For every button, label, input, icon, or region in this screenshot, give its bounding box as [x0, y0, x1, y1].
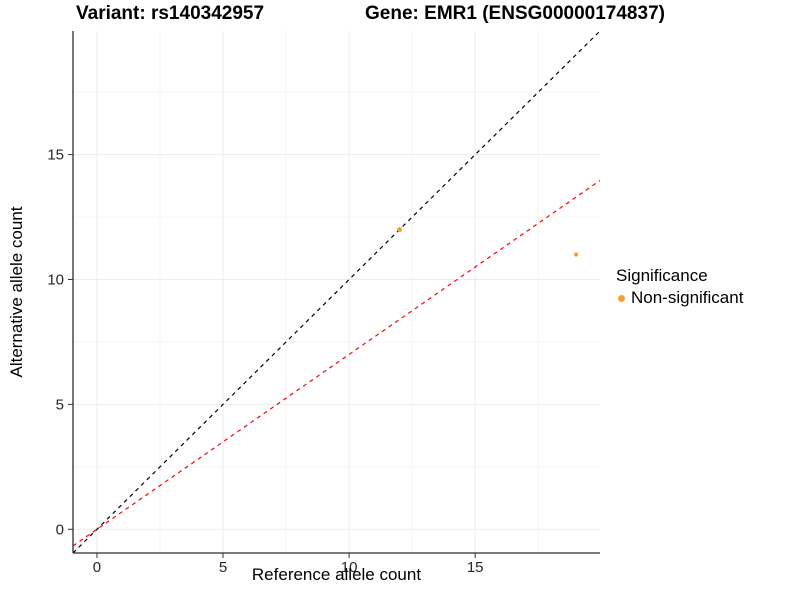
- x-axis-label: Reference allele count: [251, 565, 422, 584]
- reference-lines: [73, 31, 600, 553]
- variant-title: Variant: rs140342957: [76, 3, 265, 24]
- x-tick-label: 0: [93, 559, 101, 576]
- axis-tick-labels: 0 5 10 15 0 5 10 15: [47, 147, 483, 576]
- gridlines-major: [73, 31, 600, 553]
- y-tick-label: 0: [56, 521, 64, 538]
- axis-lines: [72, 31, 600, 554]
- legend: Significance Non-significant: [616, 266, 743, 308]
- data-points: [396, 226, 579, 257]
- data-point: [573, 252, 579, 257]
- y-tick-label: 15: [47, 147, 64, 164]
- legend-item-nonsignificant: Non-significant: [616, 288, 743, 308]
- data-point: [396, 226, 403, 233]
- y-tick-label: 10: [47, 272, 64, 289]
- legend-point-icon: [618, 294, 625, 302]
- x-tick-label: 10: [341, 559, 358, 576]
- identity-line: [73, 31, 600, 553]
- x-tick-label: 5: [219, 559, 227, 576]
- expected-ratio-line: [73, 179, 600, 547]
- legend-item-label: Non-significant: [631, 288, 744, 307]
- legend-title: Significance: [616, 266, 708, 285]
- y-axis-label: Alternative allele count: [7, 206, 26, 378]
- axis-ticks: [68, 154, 476, 558]
- gene-title: Gene: EMR1 (ENSG00000174837): [365, 3, 665, 24]
- y-tick-label: 5: [56, 396, 64, 413]
- x-tick-label: 15: [467, 559, 484, 576]
